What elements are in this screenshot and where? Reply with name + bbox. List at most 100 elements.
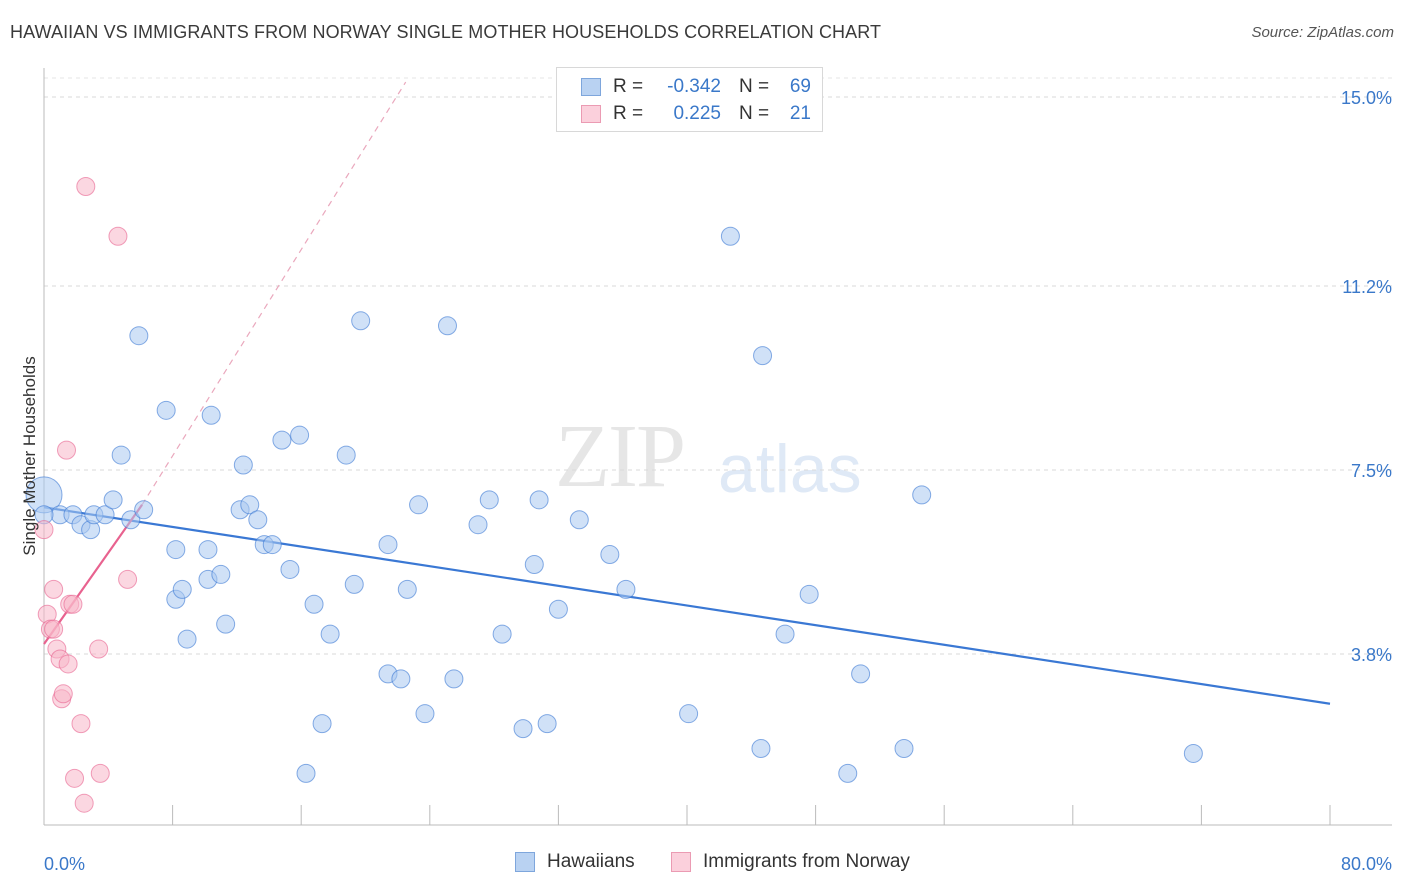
trend-lines [43, 81, 1331, 705]
point-hawaiians [492, 624, 512, 644]
point-norway [118, 569, 138, 589]
point-hawaiians [378, 535, 398, 555]
legend-r-value-norway: 0.225 [673, 103, 721, 124]
legend-n-label: N = [739, 103, 770, 124]
legend-n-value-hawaiians: 69 [789, 76, 811, 97]
point-hawaiians [753, 346, 773, 366]
point-hawaiians [437, 316, 457, 336]
point-hawaiians [775, 624, 795, 644]
watermark-atlas: atlas [718, 431, 862, 507]
point-hawaiians [201, 405, 221, 425]
source-label: Source: ZipAtlas.com [1251, 24, 1394, 41]
point-hawaiians [166, 540, 186, 560]
legend-swatch-norway [671, 852, 691, 872]
point-hawaiians [799, 584, 819, 604]
point-norway [65, 768, 85, 788]
point-hawaiians [216, 614, 236, 634]
point-hawaiians [272, 430, 292, 450]
point-hawaiians [95, 505, 115, 525]
point-hawaiians [211, 564, 231, 584]
data-points [25, 177, 1203, 813]
tick-labels: 3.8% 7.5% 11.2% 15.0% 0.0% 80.0% Single Mother… [20, 88, 1392, 874]
point-hawaiians [391, 669, 411, 689]
point-norway [34, 520, 54, 540]
point-hawaiians [1183, 743, 1203, 763]
point-norway [76, 177, 96, 197]
y-axis-label: Single Mother Households [20, 356, 39, 555]
y-tick-label: 11.2% [1342, 277, 1392, 297]
point-norway [108, 226, 128, 246]
x-tick-label-min: 0.0% [44, 854, 85, 874]
point-hawaiians [121, 510, 141, 530]
legend-row-norway: R = 0.225 N = 21 [581, 101, 811, 127]
point-hawaiians [304, 594, 324, 614]
legend-swatch-hawaiians [515, 852, 535, 872]
y-tick-label: 3.8% [1351, 645, 1392, 665]
point-hawaiians [312, 714, 332, 734]
point-hawaiians [600, 545, 620, 565]
point-hawaiians [248, 510, 268, 530]
series-legend: Hawaiians Immigrants from Norway [0, 851, 1406, 877]
point-hawaiians [336, 445, 356, 465]
point-hawaiians [409, 495, 429, 515]
y-tick-label: 7.5% [1351, 461, 1392, 481]
point-hawaiians [468, 515, 488, 535]
legend-label-norway: Immigrants from Norway [703, 851, 910, 872]
point-hawaiians [262, 535, 282, 555]
point-hawaiians [296, 763, 316, 783]
point-hawaiians [616, 579, 636, 599]
point-hawaiians [240, 495, 260, 515]
point-hawaiians [912, 485, 932, 505]
point-hawaiians [198, 540, 218, 560]
point-hawaiians [129, 326, 149, 346]
legend-n-label: N = [739, 76, 770, 97]
axes [43, 68, 1392, 826]
legend-swatch-norway [581, 105, 601, 123]
point-norway [44, 579, 64, 599]
point-norway [53, 684, 73, 704]
point-hawaiians [751, 738, 771, 758]
x-tick-label-max: 80.0% [1341, 854, 1392, 874]
point-norway [58, 654, 78, 674]
point-hawaiians [103, 490, 123, 510]
point-norway [44, 619, 64, 639]
legend-label-hawaiians: Hawaiians [547, 851, 635, 872]
legend-swatch-hawaiians [581, 78, 601, 96]
legend-item-hawaiians[interactable]: Hawaiians [515, 851, 635, 873]
watermark-zip: ZIP [555, 407, 686, 506]
point-hawaiians [111, 445, 131, 465]
y-tick-label: 15.0% [1341, 88, 1392, 108]
trend-line-norway [43, 504, 143, 645]
point-hawaiians [838, 763, 858, 783]
point-hawaiians [344, 574, 364, 594]
chart-title: HAWAIIAN VS IMMIGRANTS FROM NORWAY SINGL… [10, 22, 882, 42]
point-hawaiians [172, 579, 192, 599]
point-norway [57, 440, 77, 460]
point-hawaiians [894, 738, 914, 758]
point-hawaiians [134, 500, 154, 520]
point-hawaiians [529, 490, 549, 510]
stats-legend: R = -0.342 N = 69 R = 0.225 N = 21 [556, 67, 823, 132]
point-hawaiians [444, 669, 464, 689]
trend-line-hawaiians [43, 506, 1331, 705]
point-norway [90, 763, 110, 783]
point-hawaiians [851, 664, 871, 684]
point-hawaiians [280, 559, 300, 579]
point-hawaiians [548, 599, 568, 619]
legend-item-norway[interactable]: Immigrants from Norway [671, 851, 910, 873]
point-hawaiians [513, 719, 533, 739]
point-hawaiians [397, 579, 417, 599]
legend-row-hawaiians: R = -0.342 N = 69 [581, 74, 811, 100]
legend-r-label: R = [613, 76, 644, 97]
legend-r-value-hawaiians: -0.342 [667, 76, 721, 97]
point-norway [74, 793, 94, 813]
point-hawaiians [290, 425, 310, 445]
point-norway [89, 639, 109, 659]
point-hawaiians [720, 226, 740, 246]
point-hawaiians [479, 490, 499, 510]
point-hawaiians [177, 629, 197, 649]
point-hawaiians [569, 510, 589, 530]
point-hawaiians [320, 624, 340, 644]
point-hawaiians [537, 714, 557, 734]
